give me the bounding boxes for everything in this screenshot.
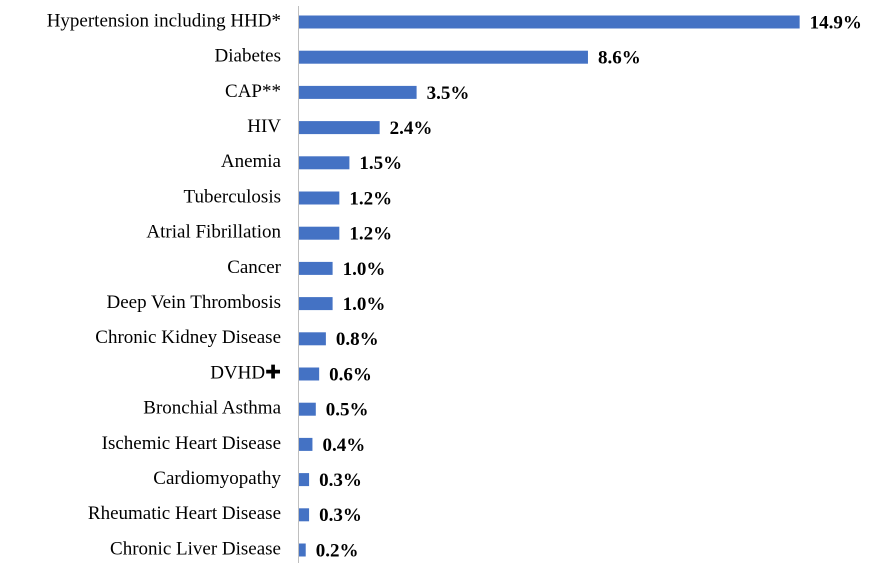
category-label: Ischemic Heart Disease bbox=[102, 433, 281, 454]
value-label: 1.0% bbox=[343, 294, 386, 315]
value-label: 0.6% bbox=[329, 364, 372, 385]
value-label: 0.2% bbox=[316, 540, 359, 561]
category-label: Cardiomyopathy bbox=[153, 468, 281, 489]
value-label: 3.5% bbox=[427, 83, 470, 104]
category-label: Chronic Liver Disease bbox=[110, 538, 281, 559]
category-label: Hypertension including HHD* bbox=[47, 10, 281, 31]
category-label: HIV bbox=[247, 116, 281, 137]
bar bbox=[299, 543, 306, 557]
bar bbox=[299, 437, 313, 451]
value-label: 14.9% bbox=[810, 12, 862, 33]
value-label: 0.4% bbox=[322, 435, 365, 456]
category-label: Tuberculosis bbox=[184, 186, 281, 207]
bar bbox=[299, 297, 333, 311]
value-label: 0.3% bbox=[319, 470, 362, 491]
category-label: Diabetes bbox=[215, 46, 281, 67]
value-label: 1.5% bbox=[359, 153, 402, 174]
category-label: Chronic Kidney Disease bbox=[95, 327, 281, 348]
value-label: 2.4% bbox=[390, 118, 433, 139]
bar bbox=[299, 332, 326, 346]
value-label: 1.0% bbox=[343, 259, 386, 280]
bar bbox=[299, 402, 316, 416]
category-label: Anemia bbox=[221, 151, 282, 172]
category-label: CAP** bbox=[225, 81, 281, 102]
category-label: Rheumatic Heart Disease bbox=[88, 503, 281, 524]
bar bbox=[299, 85, 417, 99]
value-label: 0.3% bbox=[319, 505, 362, 526]
bar bbox=[299, 226, 340, 240]
category-label: Atrial Fibrillation bbox=[146, 222, 281, 243]
bar bbox=[299, 15, 800, 29]
value-label: 8.6% bbox=[598, 48, 641, 69]
bar bbox=[299, 367, 320, 381]
bar bbox=[299, 473, 310, 487]
bar bbox=[299, 50, 588, 64]
value-label: 1.2% bbox=[349, 188, 392, 209]
category-label: Cancer bbox=[227, 257, 281, 278]
bar bbox=[299, 261, 333, 275]
value-label: 0.8% bbox=[336, 329, 379, 350]
bar bbox=[299, 121, 380, 135]
category-label: DVHD✚ bbox=[210, 362, 281, 383]
category-label: Bronchial Asthma bbox=[143, 398, 281, 419]
value-label: 1.2% bbox=[349, 224, 392, 245]
bar bbox=[299, 156, 350, 170]
category-label: Deep Vein Thrombosis bbox=[106, 292, 281, 313]
bar bbox=[299, 508, 310, 522]
value-label: 0.5% bbox=[326, 400, 369, 421]
bar bbox=[299, 191, 340, 205]
